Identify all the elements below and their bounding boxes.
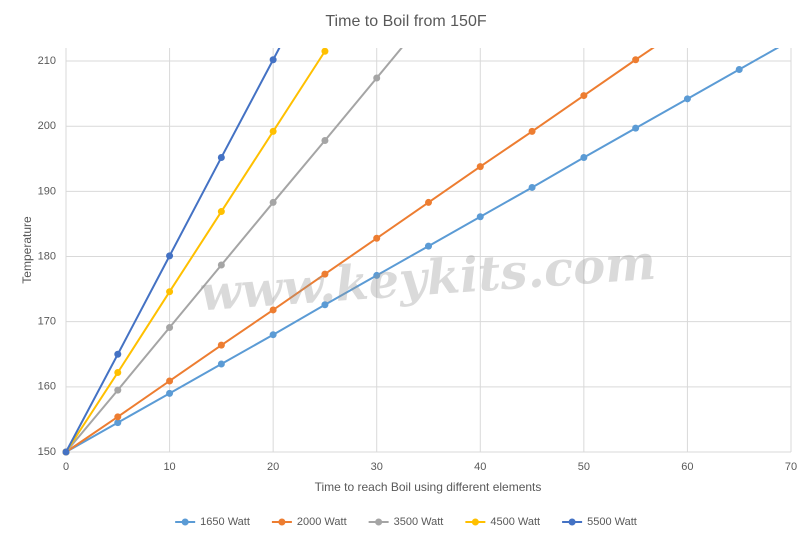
data-point: [425, 198, 432, 206]
y-tick-label: 180: [38, 250, 56, 262]
legend-item: 2000 Watt: [271, 516, 347, 528]
data-point: [269, 331, 277, 339]
y-tick-label: 210: [38, 55, 56, 67]
y-tick-label: 190: [38, 185, 56, 197]
y-tick-label: 160: [38, 381, 56, 393]
data-point: [735, 66, 743, 74]
x-tick-label: 40: [474, 461, 486, 473]
series-line: [65, 50, 326, 453]
legend-item: 3500 Watt: [368, 516, 444, 528]
data-point: [269, 198, 277, 206]
data-point: [373, 234, 381, 242]
data-point: [476, 213, 484, 221]
data-point: [62, 448, 70, 456]
data-point: [321, 137, 329, 145]
data-point: [528, 127, 536, 135]
y-tick-label: 200: [38, 120, 56, 132]
data-point: [217, 341, 225, 349]
legend-item: 4500 Watt: [465, 516, 540, 528]
data-point: [528, 183, 536, 191]
data-point: [114, 369, 122, 377]
x-tick-label: 10: [163, 461, 175, 473]
data-point: [114, 386, 122, 394]
legend-label: 4500 Watt: [490, 516, 540, 528]
x-tick-label: 70: [785, 461, 797, 473]
data-point: [373, 74, 381, 82]
x-tick-label: 50: [578, 461, 590, 473]
x-axis-title: Time to reach Boil using different eleme…: [315, 480, 542, 494]
data-point: [217, 153, 225, 161]
data-point: [269, 56, 277, 64]
data-point: [166, 252, 174, 260]
data-point: [269, 306, 277, 314]
data-point: [269, 127, 277, 135]
plot-area: [62, 48, 780, 456]
data-point: [580, 153, 588, 161]
y-axis-title: Temperature: [20, 216, 34, 284]
data-point: [217, 360, 225, 368]
data-point: [683, 95, 691, 103]
data-point: [632, 56, 640, 64]
y-tick-label: 150: [38, 446, 56, 458]
data-point: [425, 242, 432, 250]
data-point: [166, 377, 174, 385]
data-point: [632, 124, 640, 132]
chart-title: Time to Boil from 150F: [325, 13, 486, 30]
x-tick-label: 30: [371, 461, 383, 473]
legend: 1650 Watt 2000 Watt 3500 Watt 4500 Watt 5500…: [175, 516, 637, 528]
data-point: [321, 301, 329, 309]
series-line: [65, 48, 403, 453]
x-tick-label: 20: [267, 461, 279, 473]
y-tick-label: 170: [38, 316, 56, 328]
data-point: [114, 419, 122, 427]
legend-label: 5500 Watt: [587, 516, 637, 528]
legend-marker: [471, 518, 479, 526]
legend-label: 1650 Watt: [200, 516, 250, 528]
legend-marker: [568, 518, 576, 526]
data-point: [166, 389, 174, 397]
legend-marker: [375, 518, 383, 526]
legend-label: 3500 Watt: [394, 516, 444, 528]
data-point: [321, 48, 329, 55]
legend-marker: [181, 518, 189, 526]
legend-label: 2000 Watt: [297, 516, 347, 528]
data-point: [166, 288, 174, 296]
legend-item: 5500 Watt: [562, 516, 637, 528]
legend-marker: [278, 518, 286, 526]
data-point: [217, 208, 225, 216]
grid: 150 160 170 180 190 200 210 0 10 20 30 40 50 60 70: [38, 48, 797, 473]
x-tick-label: 60: [681, 461, 693, 473]
data-point: [373, 271, 381, 279]
data-point: [217, 261, 225, 269]
legend-item: 1650 Watt: [175, 516, 250, 528]
data-point: [321, 270, 329, 278]
data-point: [166, 324, 174, 332]
x-tick-label: 0: [63, 461, 69, 473]
data-point: [114, 350, 122, 358]
data-point: [476, 163, 484, 171]
data-point: [580, 92, 588, 100]
data-point: [114, 413, 122, 421]
series-line: [65, 48, 281, 453]
